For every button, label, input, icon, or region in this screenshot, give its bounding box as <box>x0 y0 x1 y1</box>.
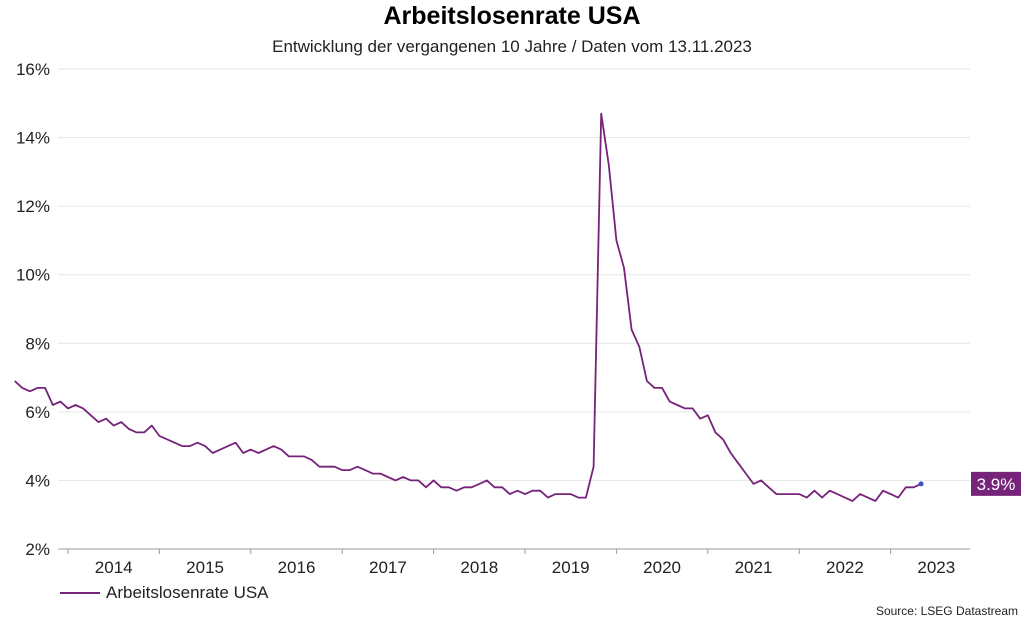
x-axis-ticks: 2014 2015 2016 2017 2018 2019 2020 2021 2022 2023 <box>67 549 955 577</box>
source-note: Source: LSEG Datastream <box>875 604 1018 618</box>
x-tick-label: 2022 <box>826 558 864 577</box>
series-line-arbeitslosenrate <box>14 112 922 502</box>
x-tick-label: 2017 <box>369 558 407 577</box>
y-tick-label: 8% <box>25 334 50 353</box>
y-tick-label: 16% <box>16 60 50 79</box>
y-tick-label: 12% <box>16 197 50 216</box>
y-tick-label: 10% <box>16 266 50 285</box>
series-layer <box>14 112 924 502</box>
x-tick-label: 2021 <box>735 558 773 577</box>
y-tick-label: 14% <box>16 129 50 148</box>
y-tick-label: 4% <box>25 471 50 490</box>
end-point-marker <box>918 481 924 487</box>
legend-label: Arbeitslosenrate USA <box>106 583 269 602</box>
line-chart: 2%4%6%8%10%12%14%16% 2014 2015 2016 2017 201… <box>14 60 1021 577</box>
chart-title: Arbeitslosenrate USA <box>383 2 641 30</box>
chart-subtitle: Entwicklung der vergangenen 10 Jahre / D… <box>272 37 752 56</box>
x-tick-label: 2016 <box>278 558 316 577</box>
y-tick-label: 2% <box>25 540 50 559</box>
x-tick-label: 2014 <box>95 558 133 577</box>
y-tick-label: 6% <box>25 403 50 422</box>
x-tick-label: 2018 <box>460 558 498 577</box>
end-value-label: 3.9% <box>977 475 1016 494</box>
end-label-layer: 3.9% <box>971 471 1021 496</box>
x-tick-label: 2023 <box>917 558 955 577</box>
y-axis-ticks: 2% 4% 6% 8% 10% 12% 14% 16% <box>16 60 50 559</box>
x-tick-label: 2015 <box>186 558 224 577</box>
x-tick-label: 2020 <box>643 558 681 577</box>
end-value-badge <box>971 471 1021 496</box>
x-tick-label: 2019 <box>552 558 590 577</box>
legend: Arbeitslosenrate USA <box>60 583 269 603</box>
grid-layer <box>58 68 970 550</box>
legend-swatch <box>60 592 100 594</box>
